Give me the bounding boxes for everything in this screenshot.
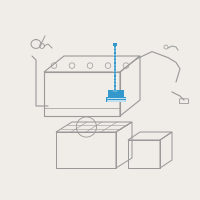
FancyBboxPatch shape [113, 43, 117, 46]
FancyBboxPatch shape [106, 97, 126, 102]
FancyBboxPatch shape [108, 90, 124, 98]
FancyBboxPatch shape [114, 46, 116, 93]
